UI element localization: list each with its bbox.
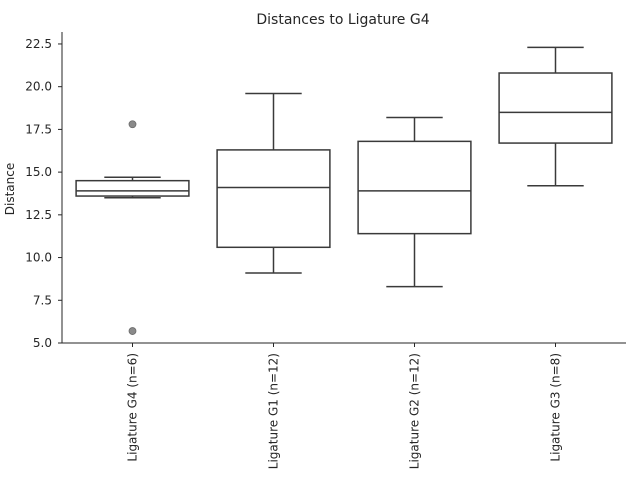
y-tick-label: 10.0 xyxy=(25,251,52,265)
y-tick-label: 22.5 xyxy=(25,37,52,51)
y-tick-label: 12.5 xyxy=(25,208,52,222)
y-tick-label: 15.0 xyxy=(25,165,52,179)
box-group xyxy=(357,116,472,288)
y-tick-label: 5.0 xyxy=(33,336,52,350)
x-tick-label: Ligature G3 (n=8) xyxy=(549,353,563,462)
iqr-box xyxy=(75,179,190,197)
y-tick-label: 20.0 xyxy=(25,80,52,94)
iqr-box xyxy=(498,72,613,144)
box-group xyxy=(498,46,613,187)
y-axis-label: Distance xyxy=(3,163,17,215)
y-ticks: 5.0 7.5 10.0 12.5 15.0 17.5 20.0 22.5 xyxy=(25,37,62,350)
x-ticks: Ligature G4 (n=6) Ligature G1 (n=12) Ligat… xyxy=(126,343,563,469)
x-tick-label: Ligature G4 (n=6) xyxy=(126,353,140,462)
y-tick-label: 7.5 xyxy=(33,293,52,307)
iqr-box xyxy=(357,140,472,235)
chart-title: Distances to Ligature G4 xyxy=(256,12,429,28)
box-group xyxy=(75,120,190,335)
x-tick-label: Ligature G2 (n=12) xyxy=(408,353,422,469)
boxes xyxy=(75,46,613,335)
outlier-point xyxy=(128,120,137,129)
x-tick-label: Ligature G1 (n=12) xyxy=(267,353,281,469)
box-group xyxy=(216,92,331,274)
outlier-point xyxy=(128,327,137,335)
y-tick-label: 17.5 xyxy=(25,122,52,136)
iqr-box xyxy=(216,149,331,249)
